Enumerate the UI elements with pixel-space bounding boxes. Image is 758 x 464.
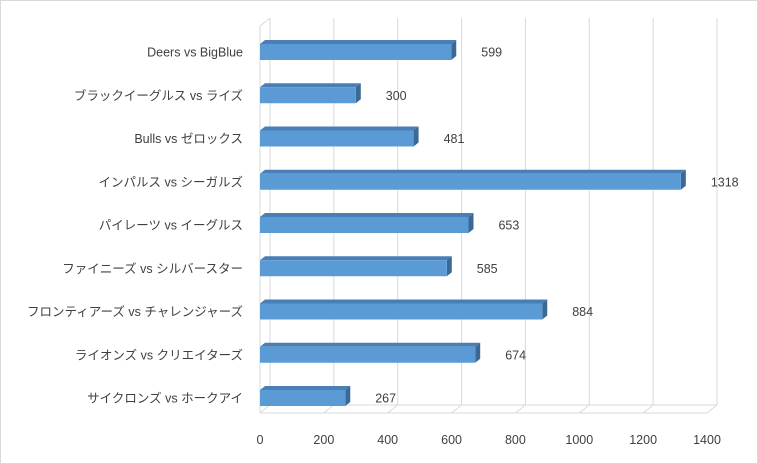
- bar-side-face: [451, 40, 457, 60]
- floor-gridline: [451, 404, 462, 414]
- x-tick-label: 1000: [565, 433, 593, 447]
- bar-top-face: [260, 386, 351, 390]
- data-label: 267: [375, 392, 396, 406]
- bar-side-face: [542, 299, 548, 320]
- bar-side-face: [468, 213, 474, 233]
- bar-side-face: [680, 169, 686, 190]
- floor-gridline: [259, 404, 271, 414]
- category-label: ファイニーズ vs シルバースター: [62, 261, 243, 276]
- bar: [260, 87, 356, 104]
- category-label: インパルス vs シーガルズ: [99, 174, 243, 189]
- bar: [260, 173, 681, 190]
- floor-gridline: [387, 404, 399, 414]
- data-label: 585: [477, 262, 498, 276]
- bar-top-face: [260, 83, 361, 88]
- category-label: パイレーツ vs イーグルス: [99, 219, 243, 233]
- bar-side-face: [355, 83, 361, 104]
- bar-top-face: [260, 342, 481, 347]
- bar-top-face: [260, 126, 419, 131]
- bar: [260, 390, 346, 406]
- x-tick-label: 1200: [629, 433, 657, 447]
- data-label: 674: [505, 348, 526, 362]
- bar-side-face: [475, 342, 481, 363]
- bar-top-face: [260, 213, 474, 217]
- category-label: Deers vs BigBlue: [147, 46, 243, 60]
- bar: [260, 130, 414, 147]
- x-tick-label: 200: [313, 433, 334, 447]
- bar: [260, 217, 469, 233]
- bar-top-face: [260, 40, 457, 44]
- bar: [260, 44, 452, 60]
- floor-gridline: [578, 404, 590, 414]
- category-label: Bulls vs ゼロックス: [134, 132, 243, 146]
- bar-top-face: [260, 256, 452, 261]
- side-wall-top-edge: [259, 17, 271, 27]
- floor-gridline: [323, 404, 335, 414]
- x-tick-label: 400: [377, 433, 398, 447]
- floor-gridline: [642, 404, 654, 414]
- bar: [260, 260, 447, 277]
- data-label: 1318: [711, 175, 739, 189]
- x-tick-label: 800: [505, 433, 526, 447]
- floor-gridline: [515, 404, 526, 414]
- category-label: ブラックイーグルス vs ライズ: [74, 88, 243, 103]
- bar-side-face: [446, 256, 452, 277]
- x-tick-label: 0: [257, 433, 264, 447]
- bar: [260, 303, 543, 320]
- data-label: 653: [498, 219, 519, 233]
- data-label: 300: [386, 89, 407, 103]
- category-label: フロンティアーズ vs チャレンジャーズ: [27, 304, 243, 319]
- category-label: サイクロンズ vs ホークアイ: [87, 391, 243, 406]
- bar-top-face: [260, 299, 548, 304]
- data-label: 481: [444, 132, 465, 146]
- category-label: ライオンズ vs クリエイターズ: [75, 347, 243, 362]
- floor-gridline: [706, 404, 718, 414]
- bar-side-face: [345, 386, 351, 406]
- bar-side-face: [413, 126, 419, 147]
- data-label: 884: [572, 305, 593, 319]
- bar: [260, 346, 476, 363]
- x-tick-label: 1400: [693, 433, 721, 447]
- bar-top-face: [260, 169, 686, 174]
- data-label: 599: [481, 46, 502, 60]
- x-tick-label: 600: [441, 433, 462, 447]
